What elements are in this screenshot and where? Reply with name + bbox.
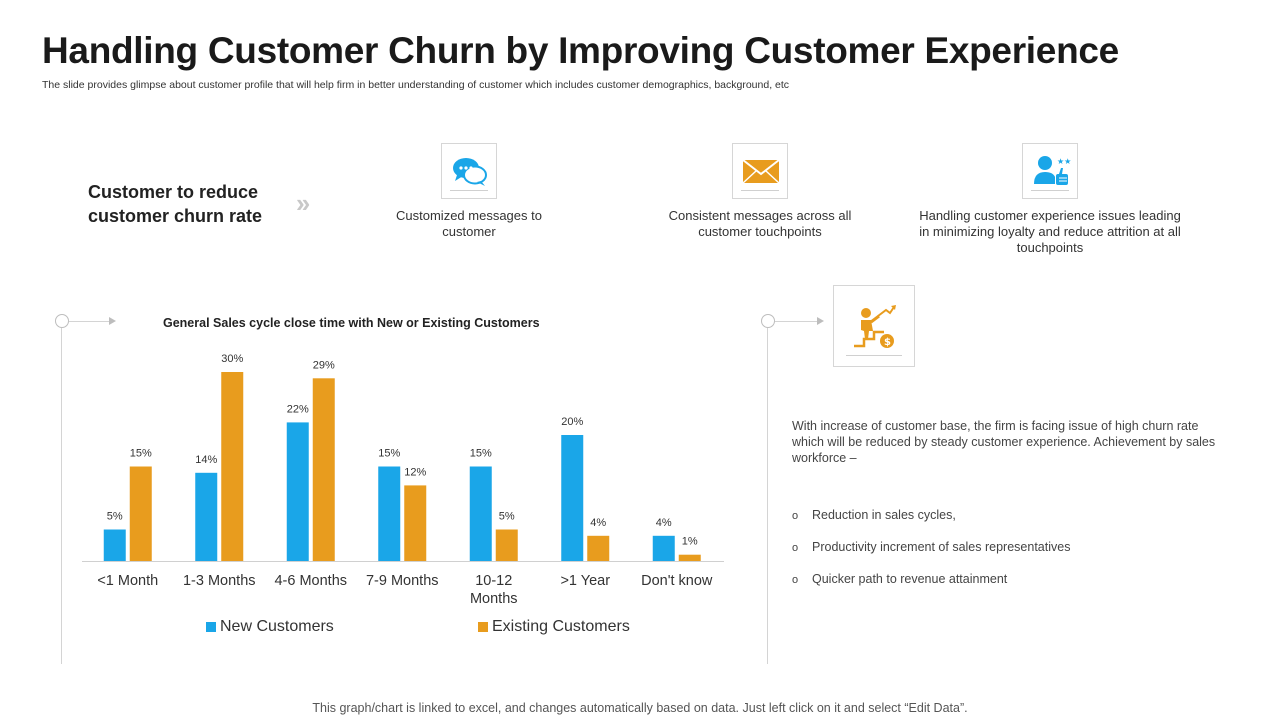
list-item: o Reduction in sales cycles, [792,508,956,522]
achievement-description: With increase of customer base, the firm… [792,419,1216,465]
category-tick-label: Don't know [641,573,713,589]
divider [61,328,62,664]
data-label: 15% [378,448,400,460]
legend-existing-customers: Existing Customers [478,618,630,636]
career-growth-icon: $ [833,285,915,367]
category-tick-label: 7-9 Months [366,573,439,589]
chat-bubbles-icon [441,143,497,199]
arrow-right-icon [109,317,116,325]
bar-new-customers [103,529,126,561]
divider [767,328,768,664]
bar-new-customers [286,422,309,561]
legend-swatch-new [206,622,216,632]
bar-existing-customers [129,466,152,561]
data-label: 15% [130,448,152,460]
envelope-icon [732,143,788,199]
bar-new-customers [561,435,584,561]
category-tick-label: 1-3 Months [183,573,256,589]
timeline-node [55,314,69,328]
data-label: 5% [499,511,515,523]
data-label: 22% [287,403,309,415]
bar-existing-customers [312,378,335,561]
category-tick-label: 4-6 Months [274,573,347,589]
legend-new-customers: New Customers [206,618,334,636]
data-label: 20% [561,416,583,428]
svg-text:$: $ [884,337,891,348]
data-label: 4% [656,517,672,529]
timeline-node [761,314,775,328]
legend-swatch-existing [478,622,488,632]
bar-new-customers [195,472,218,561]
list-item: o Productivity increment of sales represe… [792,540,1071,554]
data-label: 30% [221,353,243,365]
data-label: 1% [682,536,698,548]
bar-existing-customers [221,372,244,561]
data-label: 12% [404,466,426,478]
feature-text: Customized messages to customer [396,208,542,239]
footer-note: This graph/chart is linked to excel, and… [312,701,968,715]
bar-existing-customers [495,529,518,561]
bar-new-customers [652,535,675,561]
connector-line [775,321,817,322]
feature-text: Consistent messages across all customer … [668,208,852,239]
category-tick-label: Months [470,591,518,607]
data-label: 5% [107,511,123,523]
category-tick-label: <1 Month [97,573,158,589]
arrow-right-icon [817,317,824,325]
svg-text:★★: ★★ [1057,157,1071,166]
data-label: 14% [195,454,217,466]
data-label: 4% [590,517,606,529]
list-item: o Quicker path to revenue attainment [792,572,1008,586]
bar-new-customers [378,466,401,561]
data-label: 15% [470,448,492,460]
feature-text: Handling customer experience issues lead… [919,208,1181,255]
strategy-label: Customer to reduce customer churn rate [88,182,263,226]
data-label: 29% [313,359,335,371]
category-tick-label: >1 Year [560,573,610,589]
bar-new-customers [469,466,492,561]
chart-title: General Sales cycle close time with New … [163,316,540,330]
category-tick-label: 10-12 [475,573,512,589]
double-chevron-icon: ›› [296,188,310,218]
bar-existing-customers [678,554,701,561]
slide-title: Handling Customer Churn by Improving Cus… [42,30,1119,71]
bar-existing-customers [587,535,610,561]
bar-chart: 5% 15% <1 Month 14% 30% 1-3 Months 22% 29% 4-6 M… [82,353,724,607]
connector-line [69,321,109,322]
customer-thumbs-up-icon: ★★ [1022,143,1078,199]
bar-existing-customers [404,485,427,561]
slide-subtitle: The slide provides glimpse about custome… [42,79,790,91]
